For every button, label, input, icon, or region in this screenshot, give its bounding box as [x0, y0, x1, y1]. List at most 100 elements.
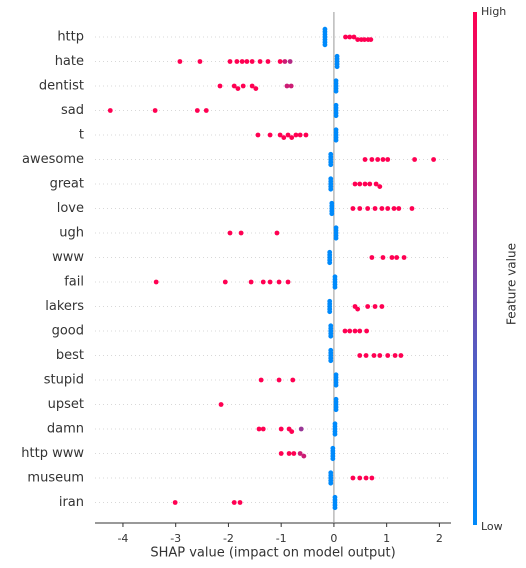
point [332, 421, 338, 427]
point [375, 157, 381, 162]
point [377, 353, 383, 358]
point [391, 206, 397, 211]
point [333, 137, 339, 143]
point [231, 83, 237, 89]
feature-label: t [79, 128, 84, 143]
point [328, 151, 334, 157]
feature-label: dentist [39, 79, 84, 94]
feature-label: http www [21, 446, 84, 461]
point [379, 304, 385, 309]
point [343, 34, 348, 40]
point [357, 328, 363, 334]
feature-label: museum [27, 471, 84, 486]
point [291, 451, 297, 456]
point [172, 500, 178, 505]
point [153, 279, 159, 285]
point [350, 206, 356, 211]
point [293, 132, 299, 138]
point [231, 500, 237, 505]
point [333, 102, 339, 108]
point [377, 184, 383, 190]
point [258, 377, 264, 383]
point [281, 135, 287, 141]
x-tick-label: 0 [330, 532, 337, 545]
point [368, 37, 374, 42]
point [234, 59, 240, 64]
feature-label: iran [59, 495, 84, 510]
point [327, 249, 333, 255]
point [328, 333, 334, 339]
feature-label: love [57, 201, 84, 216]
point [267, 279, 273, 285]
point [363, 353, 369, 358]
point [244, 59, 250, 64]
point [256, 426, 262, 432]
point [352, 328, 358, 334]
point [379, 206, 385, 211]
point [222, 279, 228, 285]
feature-label: lakers [45, 299, 84, 314]
point [347, 328, 353, 334]
point [333, 407, 339, 413]
point [255, 132, 261, 138]
point [152, 108, 158, 113]
point [330, 445, 336, 451]
point [371, 353, 377, 358]
point [329, 211, 335, 217]
point [392, 353, 398, 358]
point [333, 235, 339, 241]
point [235, 86, 241, 91]
feature-label: ugh [59, 226, 84, 241]
point [260, 279, 266, 285]
point [177, 59, 183, 64]
feature-label: good [52, 324, 84, 339]
point [328, 347, 334, 353]
point [237, 500, 243, 505]
point [409, 206, 415, 211]
point [240, 83, 246, 89]
point [332, 494, 338, 500]
x-tick-label: 1 [383, 532, 390, 545]
x-tick-label: 2 [436, 532, 443, 545]
feature-label: upset [48, 397, 84, 412]
point [369, 157, 375, 162]
x-tick-label: -4 [117, 532, 128, 545]
point [334, 53, 340, 59]
point [301, 453, 307, 459]
point [330, 456, 336, 462]
point [355, 37, 361, 42]
x-tick-label: -1 [276, 532, 287, 545]
point [265, 59, 271, 64]
feature-label: great [50, 177, 84, 192]
point [385, 206, 391, 211]
point [333, 113, 339, 119]
point [389, 255, 395, 260]
point [357, 206, 363, 211]
point [238, 230, 244, 236]
point [267, 132, 273, 138]
point [194, 108, 200, 113]
point [401, 255, 407, 260]
feature-label: fail [64, 275, 84, 290]
point [363, 475, 369, 481]
point [334, 64, 340, 70]
point [328, 176, 334, 182]
point [298, 426, 304, 432]
colorbar-high: High [481, 5, 506, 18]
colorbar-label: Feature value [505, 243, 519, 325]
point [333, 225, 339, 231]
point [398, 353, 404, 358]
point [372, 304, 378, 309]
point [352, 181, 358, 187]
point [287, 59, 293, 64]
point [364, 328, 370, 334]
point [328, 470, 334, 476]
point [367, 181, 373, 187]
point [286, 451, 292, 456]
point [260, 426, 266, 432]
point [333, 382, 339, 388]
point [333, 372, 339, 378]
point [362, 181, 368, 187]
point [365, 206, 371, 211]
